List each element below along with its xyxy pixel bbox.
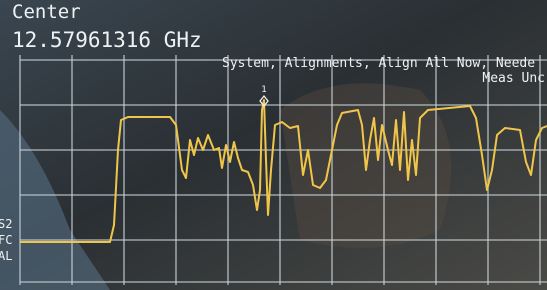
message-line: System, Alignments, Align All Now, Neede [222, 56, 535, 71]
side-label: FC [0, 233, 12, 247]
side-label: S2 [0, 217, 12, 231]
analyzer-screen-photo: 1 Center 12.57961316 GHz System, Alignme… [0, 0, 547, 290]
center-label: Center [12, 1, 81, 23]
side-label: AL [0, 249, 12, 263]
center-frequency: 12.57961316 GHz [12, 28, 202, 52]
message-line: Meas Unc [482, 71, 545, 86]
marker-label: 1 [261, 85, 266, 95]
